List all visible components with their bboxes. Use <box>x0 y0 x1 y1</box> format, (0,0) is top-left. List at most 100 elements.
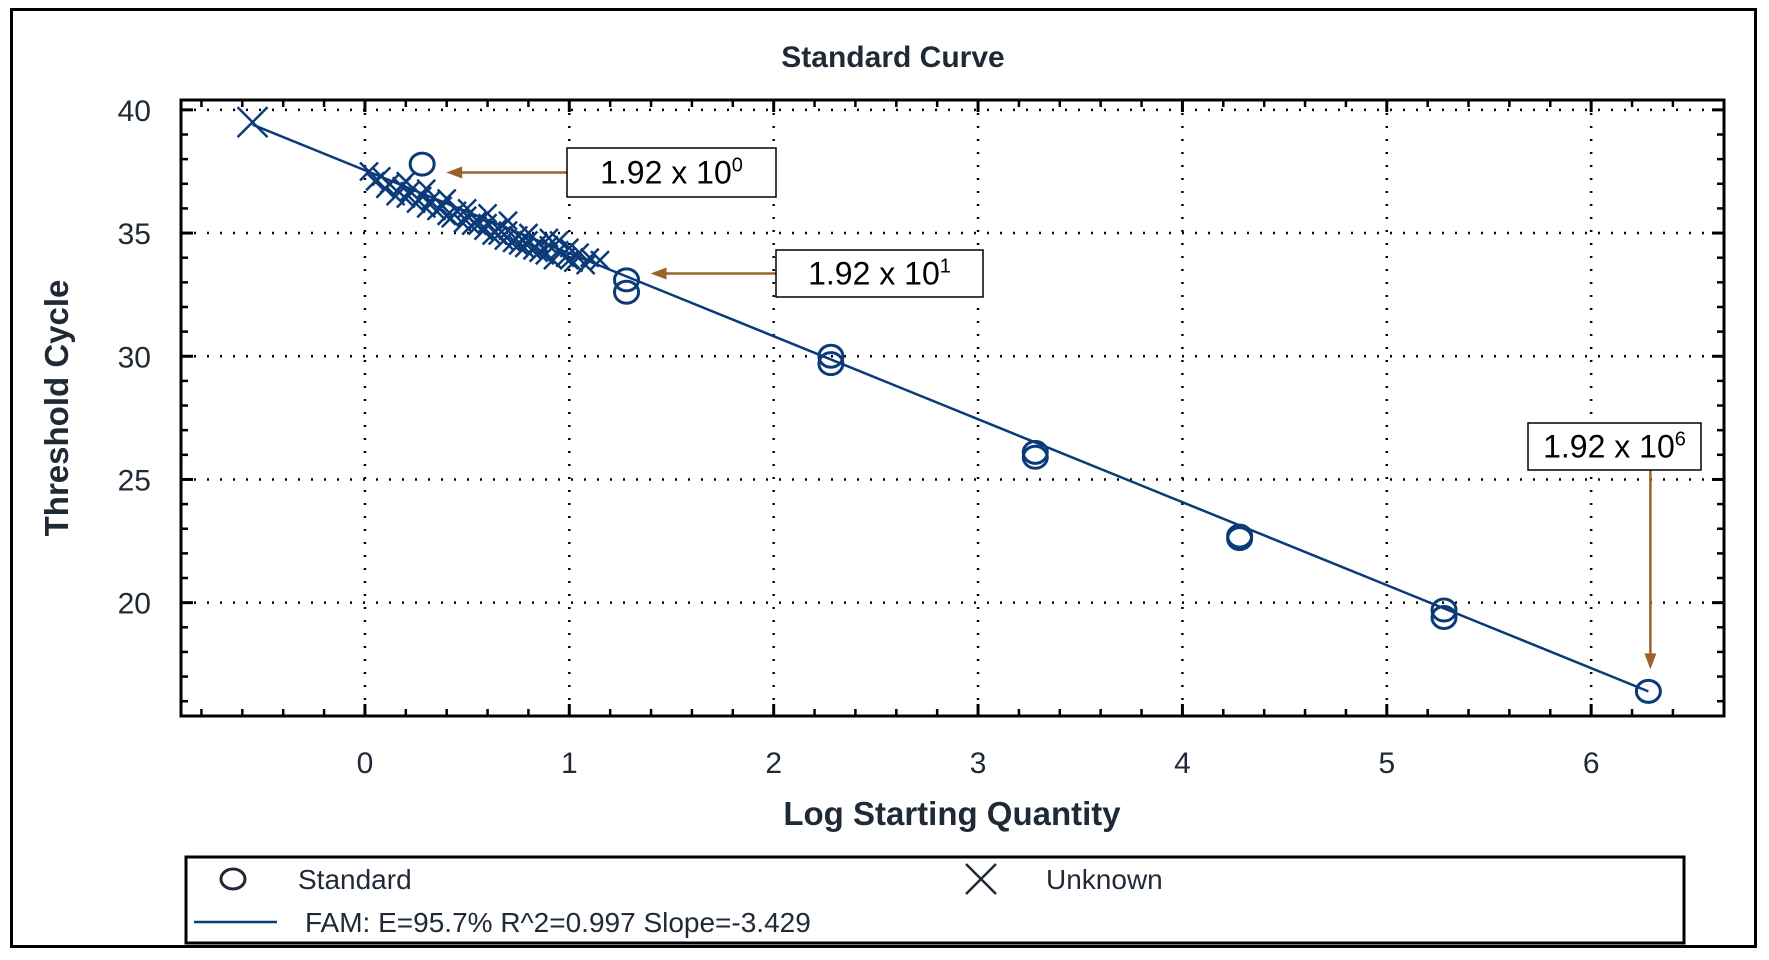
annotation-0: 1.92 x 100 <box>446 147 777 198</box>
standard-point <box>1634 678 1662 704</box>
y-tick-label: 25 <box>118 464 151 497</box>
plot-area <box>179 98 1726 718</box>
standard-point <box>1430 597 1458 623</box>
unknown-point-stroke <box>385 186 406 206</box>
y-tick-label: 35 <box>118 218 151 251</box>
annotation-box <box>775 249 984 298</box>
annotation-6: 1.92 x 106 <box>1527 422 1702 670</box>
unknown-point-stroke <box>498 220 518 241</box>
annotation-arrowhead <box>1644 653 1657 670</box>
unknown-point-stroke <box>518 223 539 243</box>
legend: Standard Unknown FAM: E=95.7% R^2=0.997 … <box>184 855 1686 945</box>
x-tick-label: 6 <box>1583 747 1600 780</box>
unknown-point-stroke <box>487 218 508 239</box>
annotation-label: 1.92 x 106 <box>1543 429 1686 465</box>
annotation-box <box>1527 422 1702 471</box>
unknown-point <box>498 220 518 241</box>
unknown-point-stroke <box>508 235 529 256</box>
unknown-point <box>508 235 529 256</box>
unknown-point-stroke <box>543 250 563 271</box>
unknown-point <box>477 203 498 224</box>
unknown-point-stroke <box>379 173 400 194</box>
unknown-point <box>436 188 457 209</box>
annotation-exponent: 6 <box>1675 429 1686 451</box>
legend-fit-label: FAM: E=95.7% R^2=0.997 Slope=-3.429 <box>305 907 811 938</box>
unknown-point-stroke <box>549 230 569 251</box>
unknown-point-stroke <box>528 233 549 253</box>
unknown-point-stroke <box>477 203 498 224</box>
standard-point <box>613 279 641 305</box>
legend-unknown-marker <box>965 863 997 895</box>
standard-point <box>1021 439 1049 465</box>
unknown-point-stroke <box>559 250 580 271</box>
unknown-point <box>538 235 559 256</box>
legend-standard-marker <box>219 867 247 891</box>
unknown-point-stroke <box>395 171 416 192</box>
unknown-point-stroke <box>590 250 610 271</box>
unknown-point <box>400 181 420 202</box>
unknown-point-stroke <box>538 228 559 248</box>
x-tick-label: 4 <box>1174 747 1191 780</box>
annotation-base: 1.92 x 10 <box>600 155 732 191</box>
unknown-point <box>498 210 518 231</box>
unknown-point-stroke <box>420 191 441 211</box>
unknown-point-stroke <box>487 225 508 246</box>
unknown-point <box>395 171 416 192</box>
y-tick-label: 40 <box>118 95 151 128</box>
unknown-point-stroke <box>416 178 437 199</box>
standard-point <box>817 343 845 369</box>
legend-standard-label: Standard <box>298 864 412 895</box>
chart-title: Standard Curve <box>781 41 1004 74</box>
unknown-point-stroke <box>467 215 488 236</box>
unknown-point <box>559 250 580 271</box>
unknown-point-stroke <box>498 210 518 231</box>
unknown-point <box>420 191 441 211</box>
data-points <box>236 106 1662 704</box>
unknown-point-stroke <box>528 242 549 263</box>
annotation-arrowhead <box>650 267 667 280</box>
standard-point <box>613 267 641 293</box>
unknown-point-stroke <box>518 230 539 251</box>
unknown-point-stroke <box>538 235 559 256</box>
x-axis-label: Log Starting Quantity <box>783 795 1121 832</box>
x-tick-label: 5 <box>1378 747 1395 780</box>
unknown-point-stroke <box>467 210 488 231</box>
legend-box <box>184 855 1686 945</box>
unknown-point-stroke <box>359 161 379 182</box>
unknown-point <box>518 223 539 243</box>
x-tick-label: 1 <box>561 747 578 780</box>
unknown-point <box>528 242 549 263</box>
unknown-point <box>569 242 590 263</box>
standard-point <box>1021 444 1049 470</box>
unknown-point-stroke <box>400 181 420 202</box>
annotation-1: 1.92 x 101 <box>650 249 984 298</box>
unknown-point-stroke <box>436 188 457 209</box>
chart-frame <box>10 8 1757 948</box>
annotation-label: 1.92 x 101 <box>808 256 951 292</box>
unknown-point <box>549 230 569 251</box>
standard-point <box>1226 526 1254 552</box>
unknown-point <box>379 173 400 194</box>
unknown-point <box>487 225 508 246</box>
unknown-point <box>457 198 478 219</box>
unknown-point <box>467 215 488 236</box>
annotation-label: 1.92 x 100 <box>600 155 743 191</box>
annotation-exponent: 0 <box>732 155 743 177</box>
tick-labels: 0 1 2 3 4 5 6 20 25 30 35 40 <box>118 95 1600 780</box>
annotation-exponent: 1 <box>940 256 951 278</box>
unknown-point-stroke <box>569 242 590 263</box>
unknown-point-stroke <box>457 198 478 219</box>
annotation-arrowhead <box>446 166 463 179</box>
x-tick-label: 2 <box>765 747 782 780</box>
y-tick-label: 30 <box>118 341 151 374</box>
legend-unknown-label: Unknown <box>1046 864 1163 895</box>
y-tick-label: 20 <box>118 588 151 621</box>
standard-point <box>1430 604 1458 630</box>
unknown-point-stroke <box>236 106 269 139</box>
unknown-point-stroke <box>579 247 600 268</box>
unknown-point <box>590 250 610 271</box>
unknown-point <box>416 178 437 199</box>
annotation-box <box>566 147 777 198</box>
x-tick-label: 0 <box>357 747 374 780</box>
